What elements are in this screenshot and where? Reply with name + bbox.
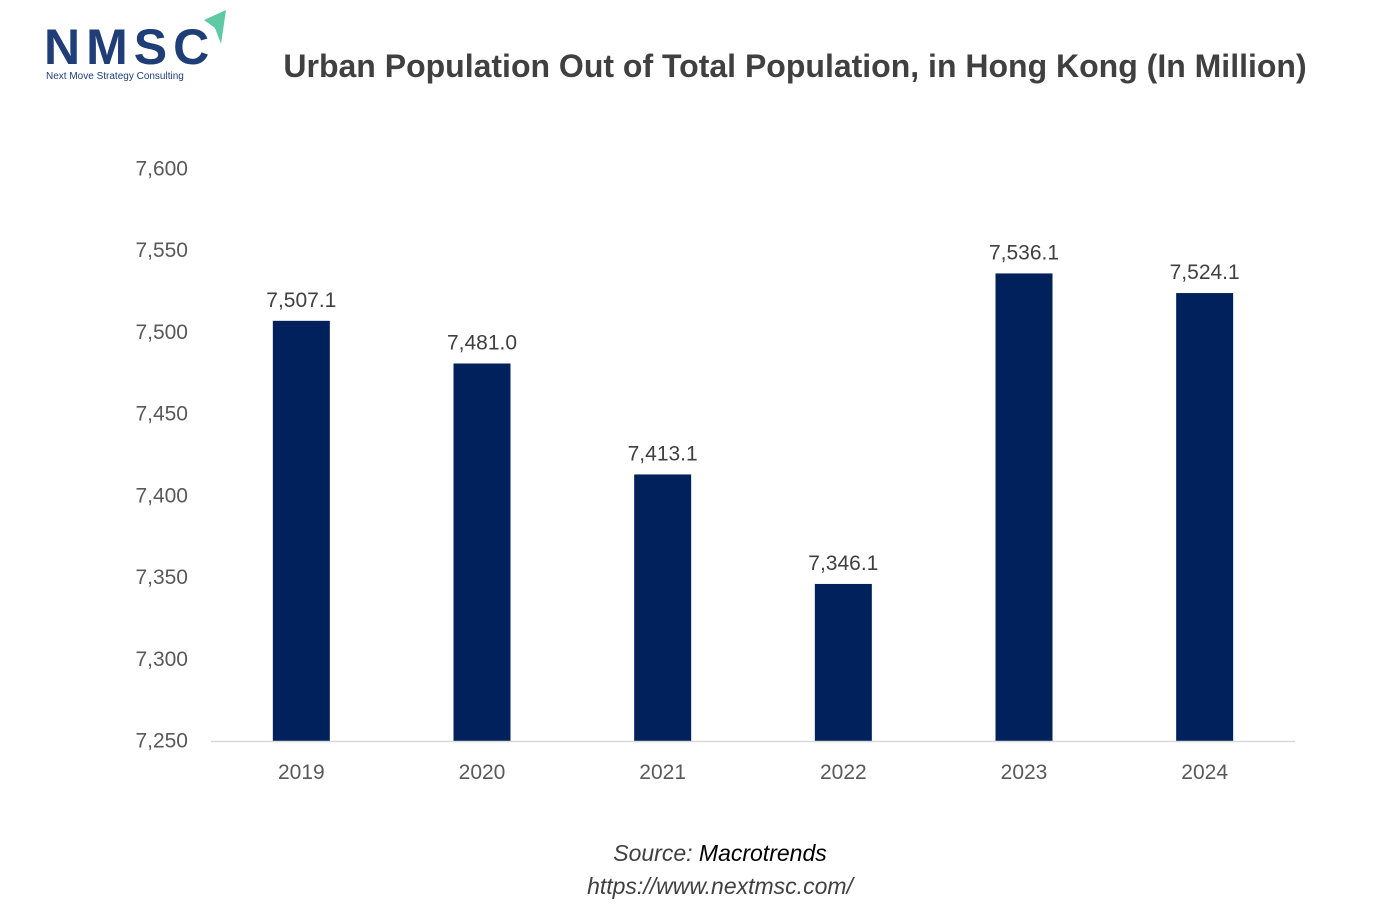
data-label: 7,536.1: [989, 241, 1059, 264]
source-prefix: Source:: [613, 840, 699, 866]
y-tick-label: 7,350: [135, 566, 188, 589]
bar-2020: [453, 363, 511, 741]
logo-subtitle: Next Move Strategy Consulting: [46, 71, 184, 82]
y-tick-label: 7,600: [135, 158, 188, 181]
bar-2023: [995, 273, 1053, 741]
x-tick-label: 2020: [459, 761, 506, 784]
source-line: Source: Macrotrends: [0, 838, 1394, 868]
bars: [272, 273, 1234, 741]
data-label: 7,346.1: [808, 552, 878, 575]
bar-2021: [634, 474, 692, 741]
y-tick-label: 7,550: [135, 239, 188, 262]
y-axis-ticks: 7,250 7,300 7,350 7,400 7,450 7,500 7,550 7,600: [135, 158, 188, 753]
chart-title: Urban Population Out of Total Population…: [283, 48, 1307, 84]
y-tick-label: 7,450: [135, 403, 188, 426]
x-tick-label: 2022: [820, 761, 867, 784]
y-tick-label: 7,400: [135, 484, 188, 507]
data-label: 7,413.1: [628, 442, 698, 465]
bar-2022: [814, 583, 872, 741]
source-url: https://www.nextmsc.com/: [587, 873, 853, 899]
source-name: Macrotrends: [698, 840, 827, 866]
x-tick-label: 2023: [1001, 761, 1048, 784]
x-tick-label: 2021: [639, 761, 686, 784]
y-tick-label: 7,500: [135, 321, 188, 344]
value-labels: 7,507.1 7,481.0 7,413.1 7,346.1 7,536.1 7,524…: [266, 241, 1239, 575]
data-label: 7,481.0: [447, 331, 517, 354]
x-tick-label: 2024: [1181, 761, 1228, 784]
bar-2019: [272, 320, 330, 741]
y-tick-label: 7,250: [135, 730, 188, 753]
nmsc-logo: NMSC Next Move Strategy Consulting: [44, 8, 234, 88]
data-label: 7,524.1: [1170, 261, 1240, 284]
bar-2024: [1176, 293, 1234, 741]
x-axis-ticks: 2019 2020 2021 2022 2023 2024: [278, 761, 1228, 784]
logo-text: NMSC: [44, 19, 216, 75]
x-tick-label: 2019: [278, 761, 325, 784]
data-label: 7,507.1: [266, 289, 336, 312]
y-tick-label: 7,300: [135, 648, 188, 671]
arrow-icon: [204, 10, 226, 44]
